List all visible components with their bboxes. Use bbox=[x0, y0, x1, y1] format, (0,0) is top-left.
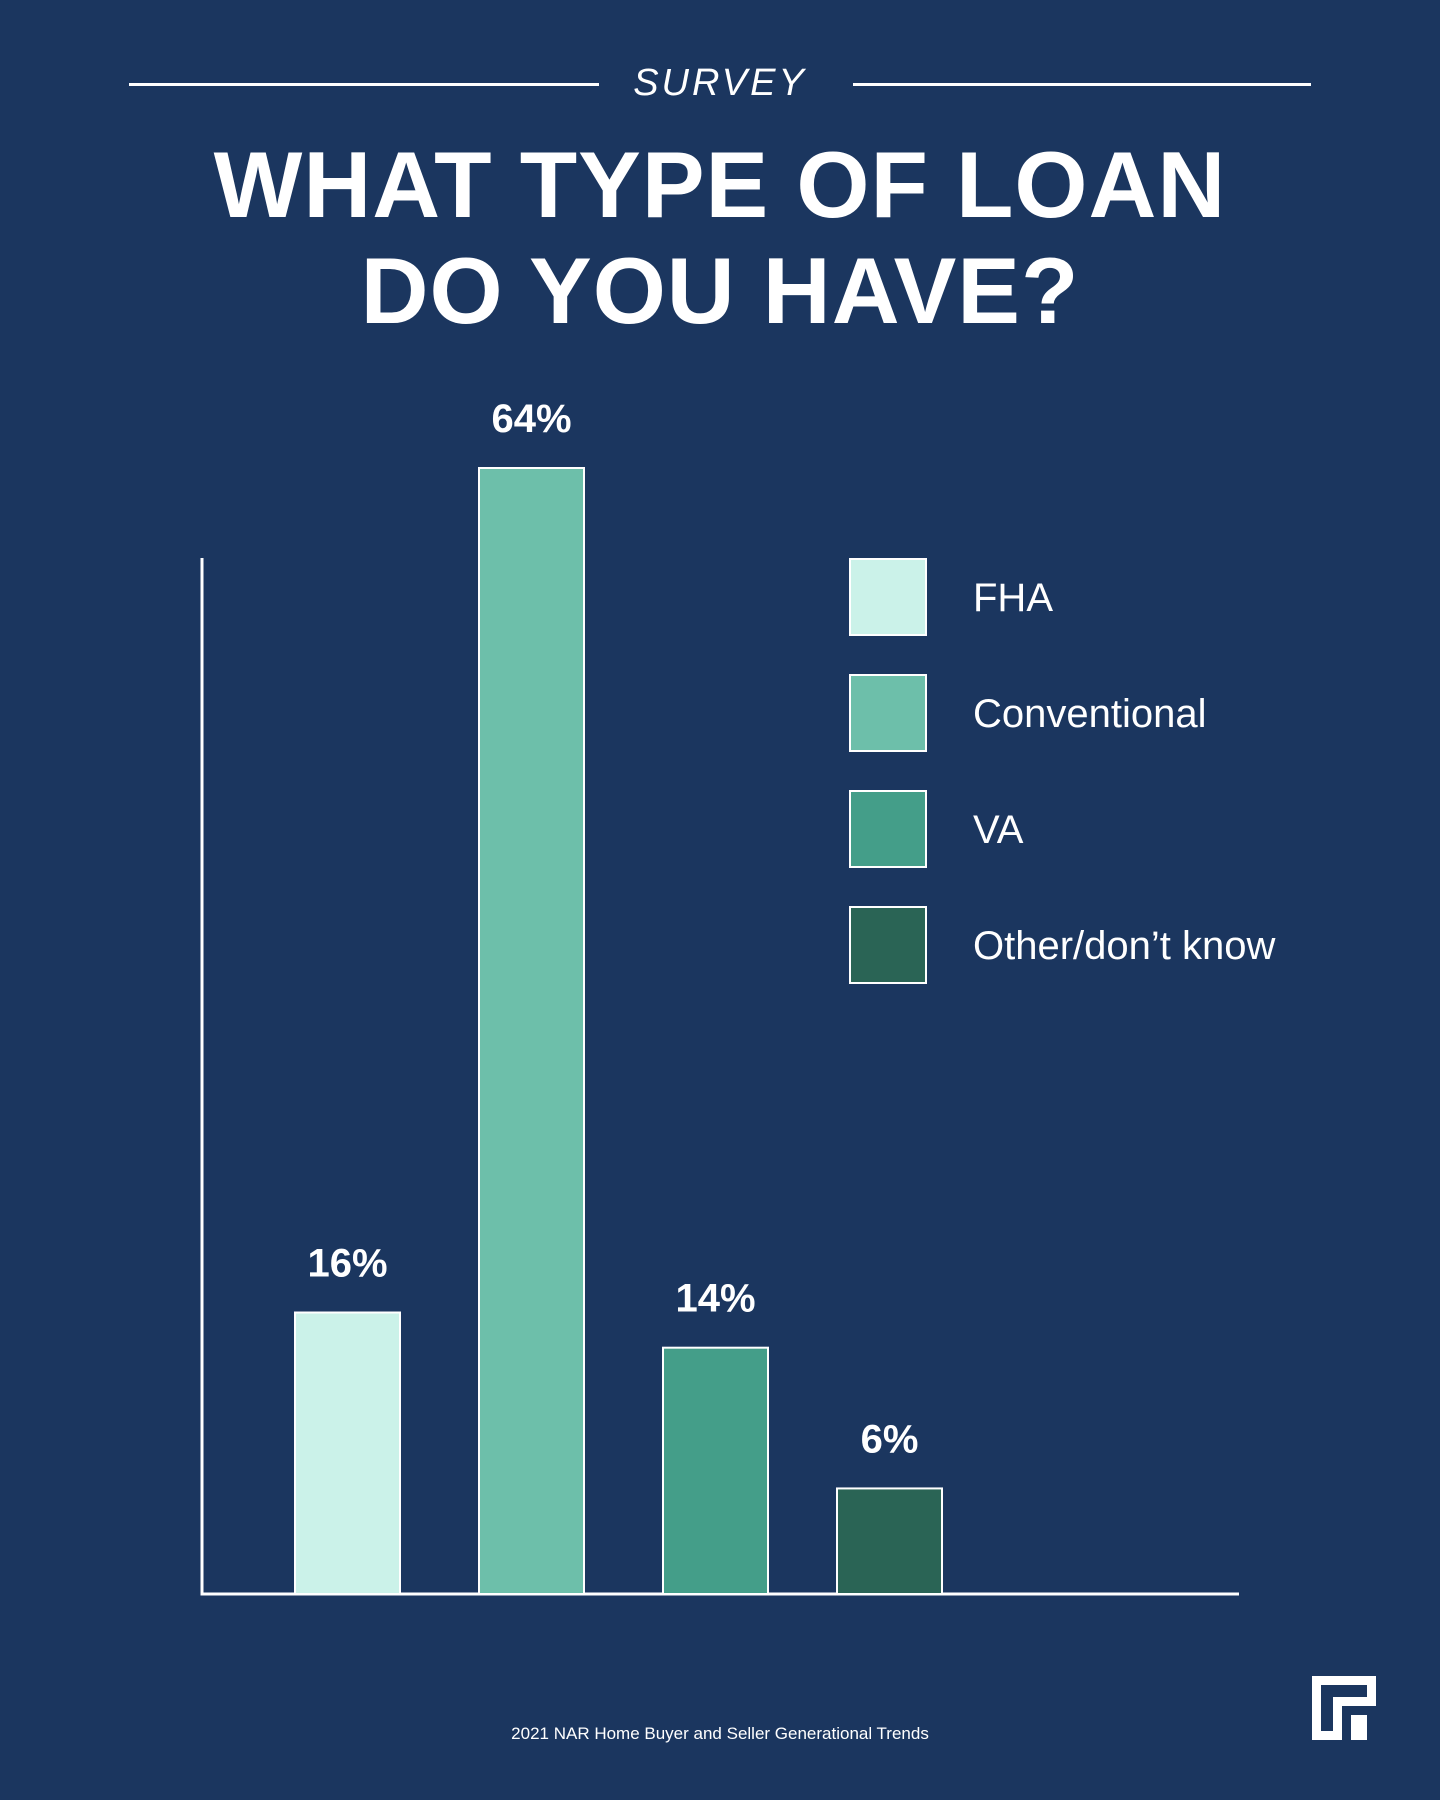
legend-label-0: FHA bbox=[973, 576, 1053, 620]
bar-0 bbox=[294, 1311, 401, 1595]
brand-logo-icon bbox=[1312, 1676, 1376, 1740]
survey-kicker: SURVEY bbox=[633, 62, 807, 104]
legend-item-1: Conventional bbox=[849, 674, 1207, 752]
bar-3 bbox=[836, 1487, 943, 1595]
chart-bars bbox=[294, 467, 943, 1595]
loan-type-bar-chart: 16% 64% 14% 6% FHA Conventional VA Other/don’t… bbox=[200, 397, 1275, 1596]
chart-legend: FHA Conventional VA Other/don’t know bbox=[849, 558, 1275, 984]
page-title: WHAT TYPE OF LOAN DO YOU HAVE? bbox=[0, 132, 1440, 344]
value-label-0: 16% bbox=[307, 1242, 387, 1286]
source-note: 2021 NAR Home Buyer and Seller Generatio… bbox=[511, 1724, 929, 1743]
legend-swatch-0 bbox=[849, 558, 927, 636]
header-rule-right bbox=[853, 83, 1311, 86]
chart-value-labels: 16% 64% 14% 6% bbox=[307, 397, 918, 1461]
header-rule-left bbox=[129, 83, 599, 86]
legend-label-2: VA bbox=[973, 808, 1024, 852]
value-label-2: 14% bbox=[675, 1277, 755, 1321]
legend-swatch-3 bbox=[849, 906, 927, 984]
legend-swatch-1 bbox=[849, 674, 927, 752]
legend-label-3: Other/don’t know bbox=[973, 924, 1275, 968]
title-line-1: WHAT TYPE OF LOAN bbox=[213, 132, 1227, 237]
bar-2 bbox=[662, 1346, 769, 1595]
bar-1 bbox=[478, 467, 585, 1595]
legend-label-1: Conventional bbox=[973, 692, 1207, 736]
legend-item-3: Other/don’t know bbox=[849, 906, 1275, 984]
title-line-2: DO YOU HAVE? bbox=[360, 238, 1080, 343]
value-label-1: 64% bbox=[491, 397, 571, 441]
legend-item-0: FHA bbox=[849, 558, 1053, 636]
value-label-3: 6% bbox=[861, 1417, 919, 1461]
legend-swatch-2 bbox=[849, 790, 927, 868]
legend-item-2: VA bbox=[849, 790, 1024, 868]
